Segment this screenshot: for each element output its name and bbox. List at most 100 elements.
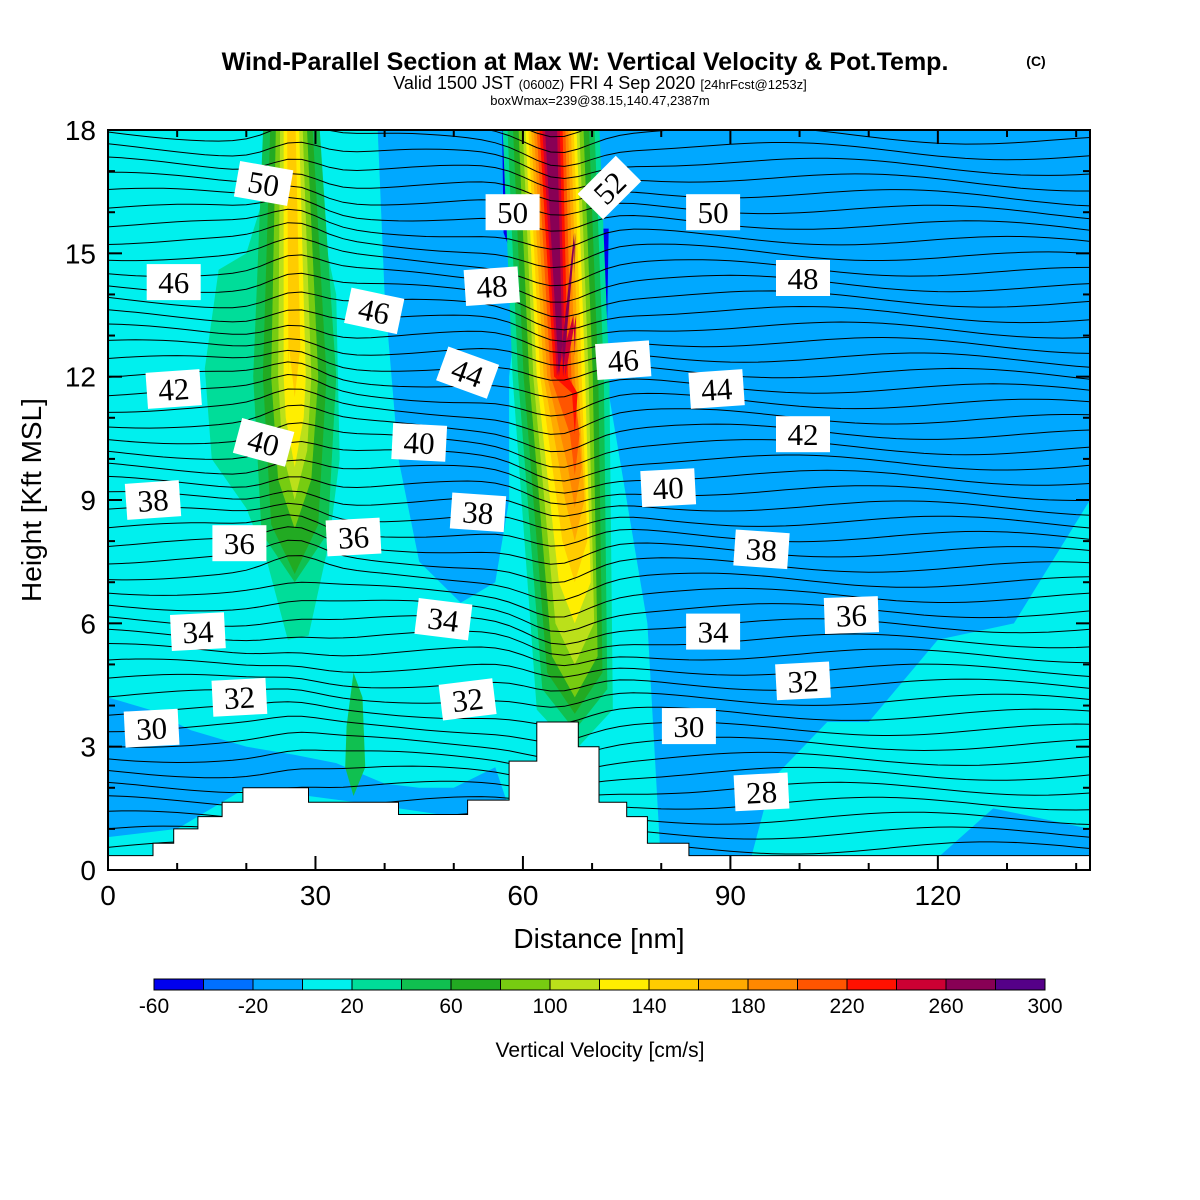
y-axis-label: Height [Kft MSL] <box>16 398 47 602</box>
theta-label: 34 <box>414 598 473 641</box>
theta-label-box <box>823 596 880 635</box>
colorbar-swatch <box>401 979 451 990</box>
valid-time: Valid 1500 JST <box>393 73 514 93</box>
theta-label-text: 50 <box>497 195 528 230</box>
theta-label-box <box>577 155 642 220</box>
theta-label: 44 <box>436 346 500 399</box>
x-tick-label: 120 <box>914 880 961 911</box>
theta-label: 50 <box>485 194 540 231</box>
theta-contour-line <box>108 141 1090 180</box>
theta-label-text: 32 <box>450 681 485 720</box>
colorbar-tick-label: 180 <box>730 995 765 1018</box>
colorbar-swatch <box>550 979 600 990</box>
colorbar-swatch <box>797 979 847 990</box>
theta-label-text: 38 <box>136 482 169 519</box>
x-axis-label: Distance [nm] <box>513 923 684 954</box>
theta-label: 32 <box>775 661 831 701</box>
theta-contour-line <box>108 658 1090 678</box>
theta-contour-line <box>108 459 1090 494</box>
theta-contour-line <box>486 130 1090 154</box>
theta-label-box <box>146 264 201 301</box>
theta-label-text: 30 <box>673 709 704 744</box>
y-tick-label: 9 <box>80 485 96 516</box>
theta-label-text: 34 <box>182 614 215 651</box>
theta-contour-line <box>108 291 1090 331</box>
theta-label: 40 <box>640 468 697 508</box>
theta-label-box <box>686 613 741 650</box>
theta-contour-line <box>108 581 1090 618</box>
theta-contour-line <box>108 361 1090 399</box>
theta-contour-line <box>108 502 1090 531</box>
y-tick-label: 18 <box>65 115 96 146</box>
colorbar-swatch <box>995 979 1045 990</box>
theta-label-box <box>344 287 405 335</box>
colorbar-swatch <box>847 979 897 990</box>
colorbar-swatch <box>352 979 402 990</box>
theta-label-box <box>325 517 382 557</box>
theta-label-text: 46 <box>355 291 393 332</box>
valid-line: Valid 1500 JST (0600Z) FRI 4 Sep 2020 [2… <box>393 73 807 93</box>
terrain-mask <box>108 721 1090 870</box>
theta-label: 34 <box>169 612 226 651</box>
theta-label: 46 <box>146 264 201 301</box>
theta-label: 38 <box>124 480 182 520</box>
theta-label-box <box>169 612 226 651</box>
theta-label-text: 46 <box>158 265 189 300</box>
theta-contour-line <box>108 599 1090 633</box>
theta-label-box <box>776 416 830 453</box>
theta-label-text: 48 <box>788 261 819 296</box>
colorbar-tick-label: 260 <box>928 995 963 1018</box>
theta-label: 32 <box>438 678 497 721</box>
y-tick-label: 15 <box>65 238 96 269</box>
theta-label: 40 <box>232 418 295 467</box>
theta-contour-line <box>108 208 1090 250</box>
theta-label-text: 28 <box>745 774 778 811</box>
theta-contour-line <box>108 514 1090 547</box>
theta-label-text: 30 <box>135 710 168 747</box>
x-tick-label: 30 <box>300 880 331 911</box>
theta-contour-line <box>108 555 1090 602</box>
theta-label: 42 <box>776 416 830 453</box>
theta-label-text: 38 <box>745 531 778 568</box>
box-wmax-line: boxWmax=239@38.15,140.47,2387m <box>490 93 710 108</box>
colorbar-swatch <box>154 979 204 990</box>
colorbar-tick-label: 20 <box>340 995 363 1018</box>
theta-contour-line <box>108 643 1090 667</box>
theta-label-box <box>640 468 697 508</box>
downdraft-east <box>536 130 1090 870</box>
theta-contour-line <box>108 254 1090 303</box>
theta-label: 38 <box>449 492 507 533</box>
theta-contour-line <box>108 222 1090 269</box>
forecast-run: [24hrFcst@1253z] <box>700 77 806 92</box>
theta-contour-line <box>108 490 1090 517</box>
theta-label: 30 <box>123 708 180 748</box>
theta-label-box <box>463 266 520 307</box>
x-tick-label: 90 <box>715 880 746 911</box>
theta-contour-line <box>108 309 1090 343</box>
theta-label-box <box>438 678 497 721</box>
x-tick-label: 0 <box>100 880 116 911</box>
theta-label: 40 <box>391 423 448 462</box>
colorbar-tick-label: 140 <box>631 995 666 1018</box>
plot-area <box>108 130 1090 870</box>
theta-label: 46 <box>595 340 652 381</box>
colorbar-swatch <box>253 979 303 990</box>
theta-label: 50 <box>686 194 741 231</box>
weak-updraft-east <box>889 619 1090 780</box>
theta-contour-line <box>108 388 1090 435</box>
theta-contour-line <box>108 404 1090 453</box>
theta-label-text: 50 <box>245 164 282 204</box>
theta-label-text: 36 <box>835 598 867 634</box>
theta-label-text: 42 <box>788 417 819 452</box>
theta-contour-line <box>108 237 1090 287</box>
colorbar-swatch <box>500 979 550 990</box>
colorbar-swatch <box>748 979 798 990</box>
colorbar-swatch <box>946 979 996 990</box>
theta-contour-line <box>108 526 1090 565</box>
colorbar-swatch <box>599 979 649 990</box>
theta-label-box <box>414 598 473 641</box>
colorbar-tick-label: -20 <box>238 995 268 1018</box>
